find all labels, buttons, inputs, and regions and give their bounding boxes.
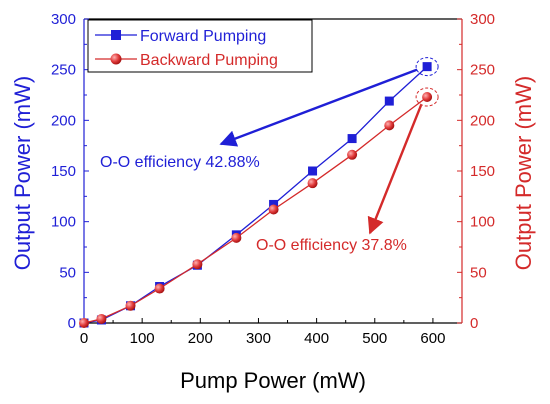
y-tick-label: 200: [51, 112, 76, 129]
data-point-backward: [79, 318, 89, 328]
annotation-backward-efficiency: O-O efficiency 37.8%: [256, 237, 407, 254]
y2-tick-label: 300: [470, 11, 495, 28]
y-tick-label: 300: [51, 11, 76, 28]
y2-tick-label: 100: [470, 214, 495, 231]
legend: Forward Pumping Backward Pumping: [87, 19, 313, 73]
x-axis-ticks: 0 100 200 300 400 500 600: [80, 318, 445, 347]
data-point-backward: [96, 313, 107, 324]
x-tick-label: 200: [188, 330, 213, 347]
highlight-forward-endpoint: [415, 57, 439, 77]
y2-tick-label: 50: [470, 264, 487, 281]
data-point-forward: [384, 96, 394, 106]
x-tick-label: 100: [130, 330, 155, 347]
y-tick-label: 100: [51, 214, 76, 231]
y2-tick-label: 200: [470, 112, 495, 129]
arrow-backward: [367, 104, 423, 235]
data-point-backward: [231, 232, 242, 243]
series-layer: [79, 62, 433, 328]
data-point-forward: [308, 166, 318, 176]
y-axis-ticks: 0 50 100 150 200 250 300: [51, 11, 89, 332]
y2-tick-label: 250: [470, 62, 495, 79]
data-point-backward: [125, 300, 136, 311]
legend-box: [87, 19, 313, 73]
legend-backward-label: Backward Pumping: [140, 52, 278, 69]
y-tick-label: 250: [51, 62, 76, 79]
data-point-backward: [192, 259, 203, 270]
x-axis-title: Pump Power (mW): [180, 368, 366, 393]
x-tick-label: 600: [420, 330, 445, 347]
data-point-forward: [347, 134, 357, 144]
series-line-forward: [83, 66, 428, 324]
legend-forward-marker: [111, 30, 121, 40]
x-tick-label: 300: [246, 330, 271, 347]
y-axis-title: Output Power (mW): [10, 76, 35, 270]
arrow-forward: [219, 68, 418, 147]
legend-forward-label: Forward Pumping: [140, 28, 266, 45]
data-point-backward: [384, 120, 395, 131]
data-point-backward: [268, 204, 279, 215]
y2-axis-title: Output Power (mW): [511, 76, 536, 270]
highlight-backward-endpoint: [415, 87, 439, 107]
y-tick-label: 50: [59, 264, 76, 281]
data-point-backward: [347, 149, 358, 160]
x-tick-label: 500: [362, 330, 387, 347]
data-point-backward: [154, 283, 165, 294]
y-tick-label: 0: [68, 315, 76, 332]
x-tick-label: 0: [80, 330, 88, 347]
x-tick-label: 400: [304, 330, 329, 347]
annotation-forward-efficiency: O-O efficiency 42.88%: [100, 154, 260, 171]
data-point-forward: [422, 62, 432, 72]
legend-backward-marker: [110, 53, 122, 65]
y-tick-label: 150: [51, 163, 76, 180]
data-point-backward: [307, 178, 318, 189]
data-point-backward: [422, 92, 433, 103]
y2-tick-label: 0: [470, 315, 478, 332]
data-point-forward: [269, 199, 279, 209]
y2-tick-label: 150: [470, 163, 495, 180]
annotation-layer: [219, 57, 439, 235]
y2-axis-ticks: 0 50 100 150 200 250 300: [457, 11, 495, 332]
